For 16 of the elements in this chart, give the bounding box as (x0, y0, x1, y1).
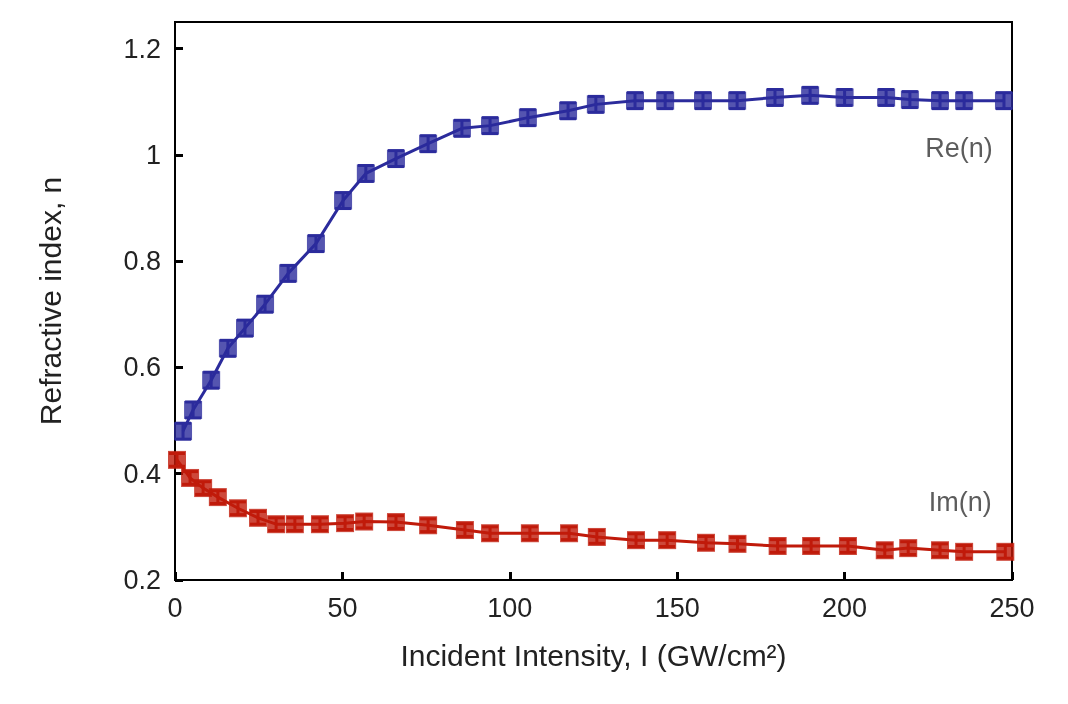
x-tick-label: 0 (167, 592, 183, 623)
series-label: Im(n) (928, 487, 992, 518)
x-tick-label: 250 (989, 592, 1035, 623)
y-tick-label: 0.4 (123, 458, 161, 489)
y-tick-label: 1.2 (123, 33, 161, 64)
y-tick-label: 0.8 (123, 246, 161, 277)
y-axis-title: Refractive index, n (33, 176, 67, 426)
x-tick-label: 150 (654, 592, 700, 623)
x-tick-label: 100 (487, 592, 533, 623)
x-tick-label: 50 (327, 592, 358, 623)
x-tick-label: 200 (822, 592, 868, 623)
series-label: Re(n) (925, 133, 993, 164)
y-tick-label: 0.6 (123, 352, 161, 383)
x-axis-title: Incident Intensity, I (GW/cm²) (400, 638, 787, 672)
y-tick-label: 1 (145, 139, 161, 170)
y-tick-label: 0.2 (123, 565, 161, 595)
